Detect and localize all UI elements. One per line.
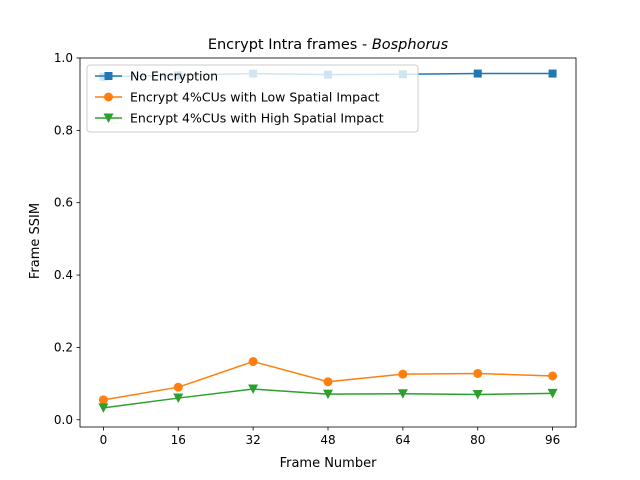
y-tick-label: 1.0 (54, 51, 73, 65)
x-tick-label: 32 (245, 433, 260, 447)
series-1-point (548, 69, 557, 78)
series-3-point (397, 389, 408, 399)
y-tick-label: 0.4 (54, 268, 73, 282)
y-tick-label: 0.0 (54, 413, 73, 427)
series-3-point (248, 384, 259, 395)
x-tick-label: 48 (320, 433, 335, 447)
series-2-point (323, 377, 333, 387)
series-2-point (248, 357, 258, 367)
series-2-point (98, 395, 108, 405)
y-tick-label: 0.6 (54, 196, 73, 210)
series-2-point (473, 368, 483, 378)
chart-title-prefix: Encrypt Intra frames - (208, 37, 372, 53)
x-tick-label: 64 (395, 433, 410, 447)
series-3-point (173, 393, 184, 404)
x-axis-label: Frame Number (280, 456, 378, 471)
series-1-point (473, 69, 482, 78)
legend-marker (104, 72, 113, 80)
series-2-point (398, 369, 408, 379)
series-2-point (548, 371, 558, 381)
chart-title-italic: Bosphorus (372, 37, 449, 53)
x-tick-label: 0 (100, 433, 108, 447)
chart-title: Encrypt Intra frames - Bosphorus (208, 37, 449, 53)
series-2 (98, 357, 558, 405)
series-3 (98, 384, 558, 413)
y-axis-label: Frame SSIM (28, 203, 43, 279)
axes: 0 16 32 48 64 80 96 0.0 0.2 0.4 0.6 0.8 1.0 (54, 51, 577, 447)
series-3-point (547, 388, 558, 399)
y-tick-label: 0.2 (54, 340, 73, 354)
legend-box (86, 64, 419, 133)
legend-marker (104, 92, 113, 102)
series-2-point (173, 382, 183, 392)
legend-label: No Encryption (130, 69, 218, 84)
x-tick-label: 16 (171, 433, 186, 447)
y-tick-label: 0.8 (54, 123, 73, 137)
series-3-point (98, 403, 109, 413)
legend-label: Encrypt 4%CUs with Low Spatial Impact (130, 90, 380, 105)
series-3-point (472, 389, 483, 400)
legend-label: Encrypt 4%CUs with High Spatial Impact (130, 111, 384, 126)
series-3-point (323, 389, 333, 400)
x-tick-label: 96 (545, 433, 560, 447)
legend-marker (103, 113, 114, 123)
legend: No Encryption Encrypt 4%CUs with Low Spat… (86, 64, 419, 133)
x-tick-label: 80 (470, 433, 485, 447)
